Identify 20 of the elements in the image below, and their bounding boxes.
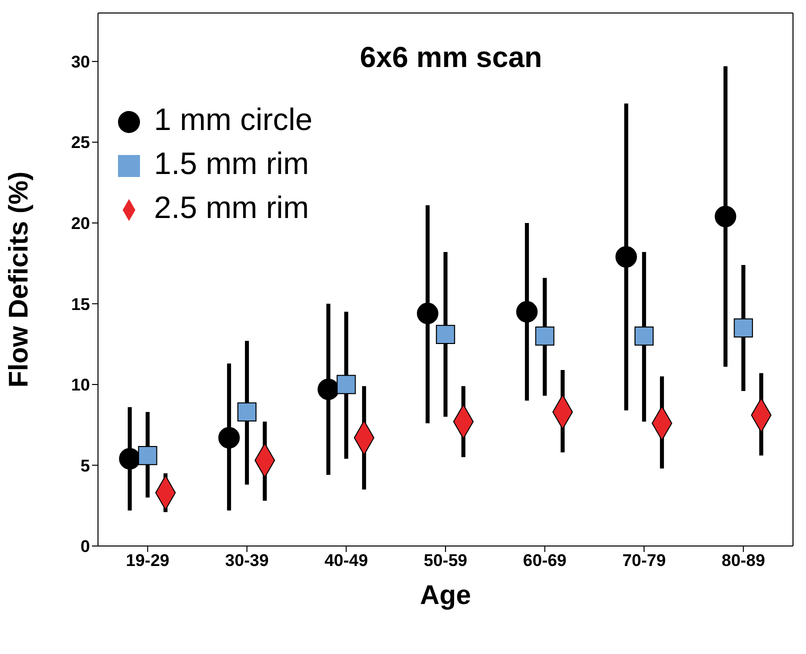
text: 6x6 mm scan bbox=[360, 42, 542, 74]
legend-label: 1 mm circle bbox=[154, 102, 312, 137]
legend-label: 1.5 mm rim bbox=[154, 146, 309, 181]
y-tick-label: 0 bbox=[80, 537, 90, 556]
y-tick-label: 30 bbox=[71, 52, 90, 72]
x-tick-label: 80-89 bbox=[722, 551, 766, 570]
x-tick-label: 40-49 bbox=[324, 551, 368, 570]
x-tick-label: 30-39 bbox=[225, 551, 269, 570]
y-axis-title: Flow Deficits (%) bbox=[4, 171, 34, 388]
y-tick-label: 10 bbox=[71, 376, 90, 395]
y-tick-label: 25 bbox=[71, 133, 90, 152]
x-axis-title: Age bbox=[420, 580, 472, 610]
x-tick-label: 60-69 bbox=[523, 551, 567, 570]
x-tick-label: 50-59 bbox=[424, 551, 468, 570]
legend-label: 2.5 mm rim bbox=[154, 190, 309, 225]
y-tick-label: 15 bbox=[71, 294, 90, 314]
x-tick-label: 19-29 bbox=[126, 551, 170, 570]
x-tick-label: 70-79 bbox=[622, 551, 666, 570]
y-tick-label: 20 bbox=[71, 214, 90, 234]
y-tick-label: 5 bbox=[80, 456, 90, 476]
